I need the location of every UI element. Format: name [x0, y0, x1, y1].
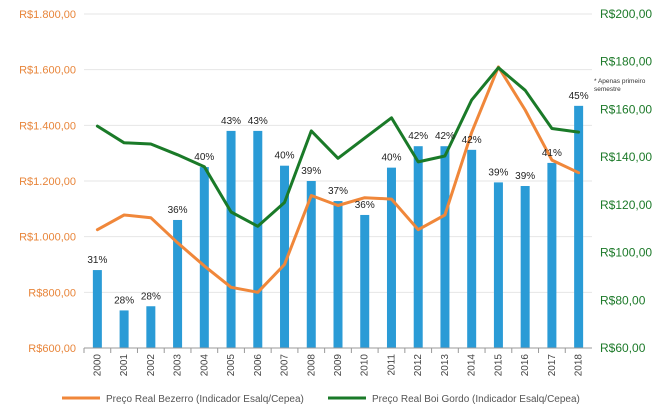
- legend-label: Preço Real Boi Gordo (Indicador Esalq/Ce…: [372, 394, 580, 405]
- bar-labels: 31% 28% 28% 36% 40% 43% 43% 40% 39% 37% 36% 40% 42% 4…: [87, 91, 588, 307]
- bar-data-label: 39%: [515, 171, 535, 182]
- x-axis-tick-label: 2014: [467, 354, 478, 377]
- bar: [493, 182, 503, 348]
- bar: [146, 306, 156, 348]
- x-axis-tick-label: 2009: [333, 354, 344, 377]
- footnote-line: * Apenas primeiro: [594, 78, 646, 85]
- footnote-line: semestre: [594, 86, 621, 93]
- bar: [173, 219, 183, 348]
- series-lines: [95, 65, 581, 294]
- left-axis-tick-label: R$1.000,00: [19, 232, 76, 244]
- bar: [574, 105, 584, 348]
- bar: [440, 146, 450, 348]
- bar-data-label: 40%: [381, 153, 401, 164]
- right-axis-tick-label: R$120,00: [600, 198, 652, 212]
- bar-data-label: 43%: [221, 116, 241, 127]
- bar: [119, 310, 129, 348]
- x-axis-tick-label: 2010: [360, 354, 371, 377]
- right-axis-tick-label: R$140,00: [600, 150, 652, 164]
- x-axis-tick-label: 2011: [386, 354, 397, 376]
- bar: [306, 181, 316, 348]
- right-axis-tick-label: R$160,00: [600, 102, 652, 116]
- bar-data-label: 28%: [141, 291, 161, 302]
- x-axis-tick-label: 2017: [547, 354, 558, 377]
- bar-data-label: 43%: [248, 116, 268, 127]
- x-axis-tick-label: 2003: [173, 354, 184, 377]
- right-axis-tick-label: R$200,00: [600, 7, 652, 21]
- bar-data-label: 42%: [408, 131, 428, 142]
- right-axis-tick-label: R$80,00: [600, 293, 646, 307]
- x-axis-tick-label: 2001: [119, 354, 130, 377]
- bar-data-label: 41%: [542, 148, 562, 159]
- series-line: [95, 66, 581, 228]
- legend: Preço Real Bezerro (Indicador Esalq/Cepe…: [62, 394, 580, 405]
- x-axis-tick-label: 2008: [306, 354, 317, 377]
- bar: [520, 186, 530, 348]
- bars: [92, 105, 584, 348]
- bar: [386, 167, 396, 348]
- bar-data-label: 42%: [462, 135, 482, 146]
- bar-data-label: 45%: [569, 91, 589, 102]
- bar-data-label: 28%: [114, 295, 134, 306]
- x-axis-tick-label: 2000: [92, 354, 103, 377]
- bar: [253, 130, 263, 348]
- bar-data-label: 31%: [87, 255, 107, 266]
- x-axis-tick-label: 2005: [226, 354, 237, 377]
- x-axis: 2000 2001 2002 2003 2004 2005 2006 2007 2008 2009…: [83, 347, 592, 377]
- left-axis-tick-label: R$1.200,00: [19, 176, 76, 188]
- left-axis-tick-label: R$1.600,00: [19, 65, 76, 77]
- x-axis-tick-label: 2016: [520, 354, 531, 377]
- x-axis-tick-label: 2015: [493, 354, 504, 377]
- x-axis-tick-label: 2012: [413, 354, 424, 377]
- left-axis: R$600,00 R$800,00 R$1.000,00 R$1.200,00 R$1.…: [19, 9, 76, 355]
- left-axis-tick-label: R$1.400,00: [19, 120, 76, 132]
- bar: [280, 165, 290, 348]
- bar-data-label: 37%: [328, 186, 348, 197]
- left-axis-tick-label: R$800,00: [28, 287, 76, 299]
- bar: [360, 214, 370, 348]
- bar: [226, 130, 236, 348]
- x-axis-tick-label: 2007: [280, 354, 291, 377]
- x-axis-tick-label: 2006: [253, 354, 264, 377]
- bar-data-label: 36%: [355, 200, 375, 211]
- bar: [467, 149, 477, 348]
- bar: [547, 162, 557, 348]
- right-axis-tick-label: R$100,00: [600, 246, 652, 260]
- legend-label: Preço Real Bezerro (Indicador Esalq/Cepe…: [106, 394, 304, 405]
- right-axis: R$60,00 R$80,00 R$100,00 R$120,00 R$140,00 R$…: [600, 7, 652, 355]
- bar-data-label: 36%: [168, 205, 188, 216]
- bar-data-label: 42%: [435, 131, 455, 142]
- right-axis-tick-label: R$60,00: [600, 341, 646, 355]
- bar-data-label: 39%: [488, 167, 508, 178]
- bar-data-label: 40%: [275, 151, 295, 162]
- x-axis-tick-label: 2018: [574, 354, 585, 377]
- x-axis-tick-label: 2013: [440, 354, 451, 377]
- left-axis-tick-label: R$1.800,00: [19, 9, 76, 21]
- x-axis-tick-label: 2004: [199, 354, 210, 377]
- right-axis-tick-label: R$180,00: [600, 55, 652, 69]
- bar: [199, 167, 209, 348]
- bar: [413, 146, 423, 348]
- bar: [92, 270, 102, 348]
- bar-data-label: 39%: [301, 166, 321, 177]
- bar-data-label: 40%: [194, 152, 214, 163]
- left-axis-tick-label: R$600,00: [28, 343, 76, 355]
- x-axis-tick-label: 2002: [146, 354, 157, 377]
- bar: [333, 201, 343, 348]
